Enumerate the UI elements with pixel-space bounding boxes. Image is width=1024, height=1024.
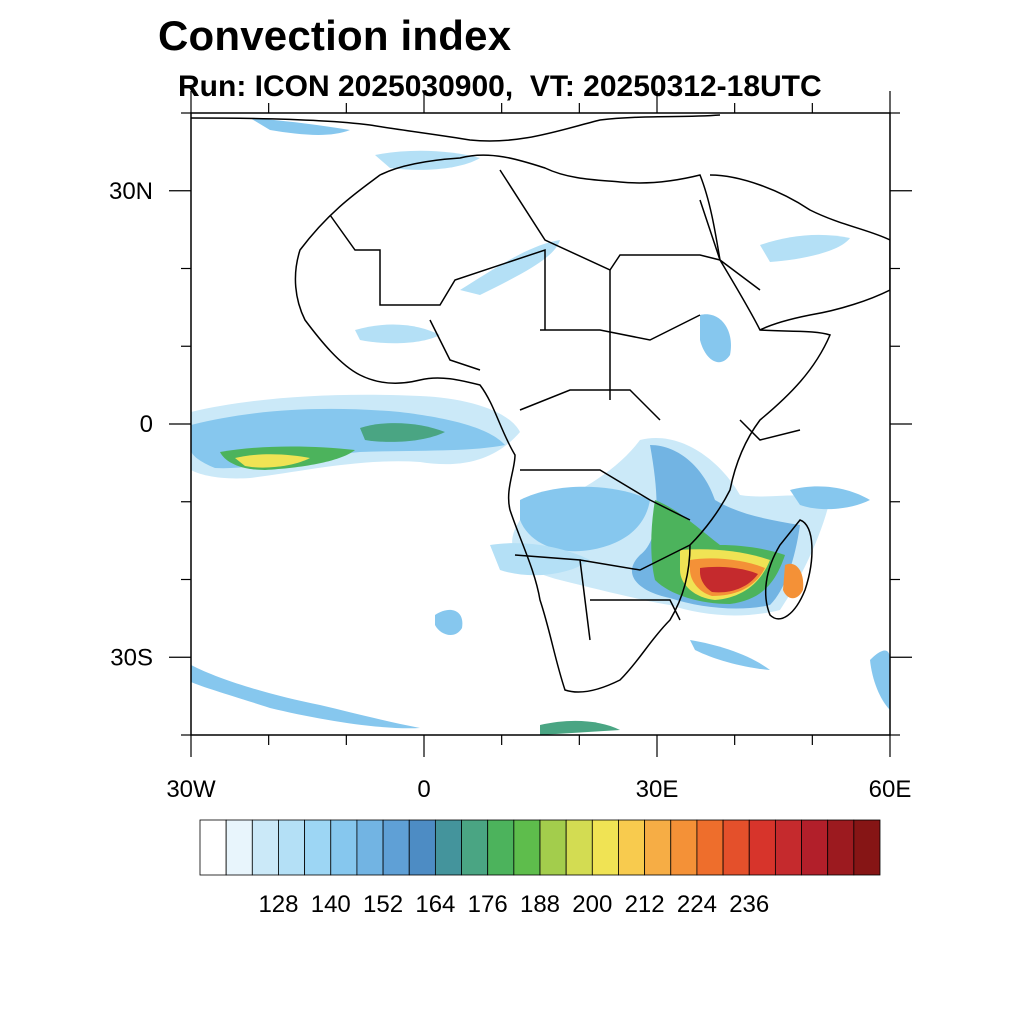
colorbar-swatch	[356, 819, 384, 876]
axis-tick-labels: 30N 0 30S 30W 0 30E 60E	[109, 178, 911, 803]
colorbar-swatch	[774, 819, 802, 876]
colorbar-swatch	[748, 819, 776, 876]
colorbar	[199, 819, 881, 876]
nw-africa-band	[355, 324, 440, 344]
border-3	[609, 254, 721, 271]
colorbar-label: 212	[625, 891, 665, 918]
border-6	[520, 469, 691, 521]
colorbar-swatch	[591, 819, 619, 876]
colorbar-swatch	[382, 819, 410, 876]
colorbar-label: 176	[468, 891, 508, 918]
southern-cape-band	[540, 720, 620, 735]
sa-east-band	[690, 640, 770, 670]
border-10	[429, 319, 481, 371]
lon-tick-label: 0	[417, 776, 430, 803]
colorbar-swatch	[618, 819, 646, 876]
convection-field	[191, 118, 890, 735]
south-atlantic-band	[191, 665, 420, 729]
colorbar-swatch	[539, 819, 567, 876]
colorbar-swatch	[827, 819, 855, 876]
indian-ocean-band	[790, 486, 870, 510]
colorbar-labels: 128 140 152 164 176 188 200 212 224 236	[258, 891, 769, 918]
colorbar-swatch	[434, 819, 462, 876]
colorbar-label: 164	[415, 891, 455, 918]
far-se-band	[870, 650, 890, 710]
madagascar-coast	[764, 519, 813, 620]
border-2	[499, 169, 611, 400]
angola-blue	[490, 543, 590, 576]
colorbar-swatch	[408, 819, 436, 876]
south-atlantic-patch	[435, 609, 463, 636]
colorbar-swatch	[461, 819, 489, 876]
north-atlantic-band	[250, 118, 350, 135]
border-1	[329, 214, 546, 330]
colorbar-label: 128	[258, 891, 298, 918]
lon-tick-label: 30E	[636, 776, 679, 803]
lon-tick-label: 60E	[869, 776, 912, 803]
axis-ticks	[169, 91, 912, 757]
lat-tick-label: 30S	[110, 644, 153, 671]
colorbar-swatch	[644, 819, 672, 876]
arabia-band	[760, 234, 850, 262]
central-africa-blue	[520, 486, 650, 552]
gulf-guinea-green	[360, 423, 445, 442]
colorbar-swatch	[330, 819, 358, 876]
chart-subtitle: Run: ICON 2025030900, VT: 20250312-18UTC	[178, 70, 822, 103]
border-9	[590, 599, 681, 621]
border-12	[739, 419, 801, 441]
lat-tick-label: 30N	[109, 178, 153, 205]
mediterranean-band	[375, 150, 480, 170]
east-africa-blue	[700, 314, 731, 363]
colorbar-swatch	[199, 819, 227, 876]
colorbar-swatch	[513, 819, 541, 876]
colorbar-label: 200	[572, 891, 612, 918]
chart-title: Convection index	[158, 12, 512, 59]
colorbar-swatch	[304, 819, 332, 876]
colorbar-swatch	[696, 819, 724, 876]
colorbar-swatch	[670, 819, 698, 876]
colorbar-swatch	[853, 819, 881, 876]
se-africa-red	[700, 566, 758, 593]
colorbar-swatch	[278, 819, 306, 876]
colorbar-swatch	[487, 819, 515, 876]
colorbar-swatch	[251, 819, 279, 876]
colorbar-label: 188	[520, 891, 560, 918]
lon-tick-label: 30W	[166, 776, 216, 803]
colorbar-label: 140	[311, 891, 351, 918]
colorbar-swatch	[722, 819, 750, 876]
lat-tick-label: 0	[140, 411, 153, 438]
colorbar-swatch	[225, 819, 253, 876]
atlantic-band-core	[235, 454, 310, 468]
madagascar-green	[783, 563, 804, 599]
border-4	[540, 314, 701, 341]
colorbar-swatch	[801, 819, 829, 876]
colorbar-label: 224	[677, 891, 717, 918]
colorbar-swatch	[565, 819, 593, 876]
border-5	[519, 389, 661, 421]
border-11	[699, 199, 761, 291]
border-8	[579, 544, 691, 571]
africa-coastline	[294, 154, 832, 693]
europe-coast	[191, 114, 721, 142]
colorbar-label: 236	[729, 891, 769, 918]
colorbar-label: 152	[363, 891, 403, 918]
